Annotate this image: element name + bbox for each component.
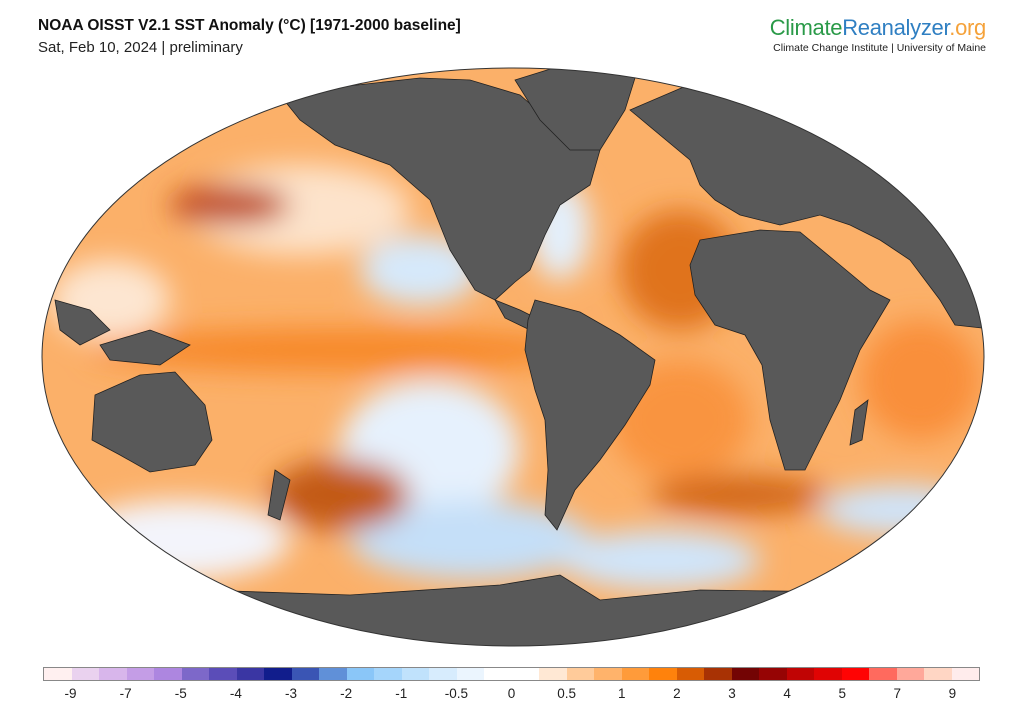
colorbar-tick-label: -1 bbox=[395, 686, 408, 701]
colorbar-tick-label: -9 bbox=[64, 686, 77, 701]
colorbar bbox=[43, 667, 980, 681]
map-subtitle: Sat, Feb 10, 2024 | preliminary bbox=[38, 39, 243, 56]
colorbar-swatch bbox=[154, 668, 182, 680]
anomaly-field bbox=[50, 165, 980, 590]
colorbar-tick-label: 3 bbox=[728, 686, 736, 701]
brand-part-climate: Climate bbox=[769, 15, 843, 40]
colorbar-swatch bbox=[71, 668, 99, 680]
brand-part-reanalyzer: Reanalyzer bbox=[842, 15, 950, 40]
colorbar-tick-label: -3 bbox=[285, 686, 298, 701]
colorbar-tick-label: 5 bbox=[838, 686, 846, 701]
colorbar-swatch bbox=[566, 668, 594, 680]
colorbar-tick-label: 1 bbox=[617, 686, 626, 701]
colorbar-swatch bbox=[99, 668, 127, 680]
colorbar-tick-label: -0.5 bbox=[444, 686, 469, 701]
land-madagascar bbox=[849, 399, 869, 446]
colorbar-swatch bbox=[759, 668, 787, 680]
colorbar-swatch bbox=[209, 668, 237, 680]
colorbar-swatch bbox=[594, 668, 622, 680]
land-new-zealand bbox=[267, 469, 291, 521]
colorbar-swatch bbox=[786, 668, 814, 680]
colorbar-swatch bbox=[456, 668, 484, 680]
colorbar-swatch bbox=[236, 668, 264, 680]
colorbar-tick-label: -4 bbox=[229, 686, 242, 701]
colorbar-tick-label: 0 bbox=[507, 686, 516, 701]
colorbar-swatch bbox=[319, 668, 347, 680]
colorbar-swatch bbox=[126, 668, 154, 680]
colorbar-swatch bbox=[44, 668, 72, 680]
colorbar-swatch bbox=[511, 668, 539, 680]
colorbar-tick-label: -2 bbox=[340, 686, 353, 701]
colorbar-tick-label: 7 bbox=[893, 686, 902, 701]
colorbar-swatch bbox=[869, 668, 897, 680]
colorbar-swatch bbox=[924, 668, 952, 680]
colorbar-swatch bbox=[814, 668, 842, 680]
land-africa bbox=[689, 229, 891, 471]
colorbar-swatch bbox=[676, 668, 704, 680]
colorbar-tick-label: 9 bbox=[948, 686, 957, 701]
brand-tagline: Climate Change Institute | University of… bbox=[773, 42, 986, 54]
colorbar-tick-label: -7 bbox=[119, 686, 132, 701]
colorbar-swatch bbox=[264, 668, 292, 680]
colorbar-swatch bbox=[896, 668, 924, 680]
map-title: NOAA OISST V2.1 SST Anomaly (°C) [1971-2… bbox=[38, 17, 461, 34]
brand-logo[interactable]: ClimateReanalyzer.org bbox=[769, 15, 987, 41]
colorbar-swatch bbox=[649, 668, 677, 680]
colorbar-tick-label: 2 bbox=[673, 686, 681, 701]
colorbar-swatch bbox=[484, 668, 512, 680]
land-australia bbox=[91, 371, 213, 473]
colorbar-tick-label: 4 bbox=[783, 686, 791, 701]
land-north-america bbox=[279, 77, 601, 301]
land-south-america bbox=[524, 299, 656, 531]
colorbar-swatch bbox=[181, 668, 209, 680]
land-indonesia bbox=[99, 329, 191, 366]
globe-outline bbox=[41, 67, 985, 647]
colorbar-tick-label: -5 bbox=[174, 686, 187, 701]
land-greenland bbox=[514, 68, 641, 151]
colorbar-swatch bbox=[429, 668, 457, 680]
colorbar-tick-label: 0.5 bbox=[557, 686, 576, 701]
colorbar-swatch bbox=[621, 668, 649, 680]
colorbar-swatch bbox=[704, 668, 732, 680]
colorbar-swatch bbox=[374, 668, 402, 680]
colorbar-swatch bbox=[539, 668, 567, 680]
colorbar-swatch bbox=[951, 668, 979, 680]
colorbar-swatch bbox=[346, 668, 374, 680]
colorbar-swatch bbox=[291, 668, 319, 680]
land-southeast-asia bbox=[54, 299, 111, 346]
colorbar-swatch bbox=[841, 668, 869, 680]
colorbar-swatch bbox=[731, 668, 759, 680]
brand-part-org: .org bbox=[949, 15, 986, 40]
colorbar-swatch bbox=[401, 668, 429, 680]
